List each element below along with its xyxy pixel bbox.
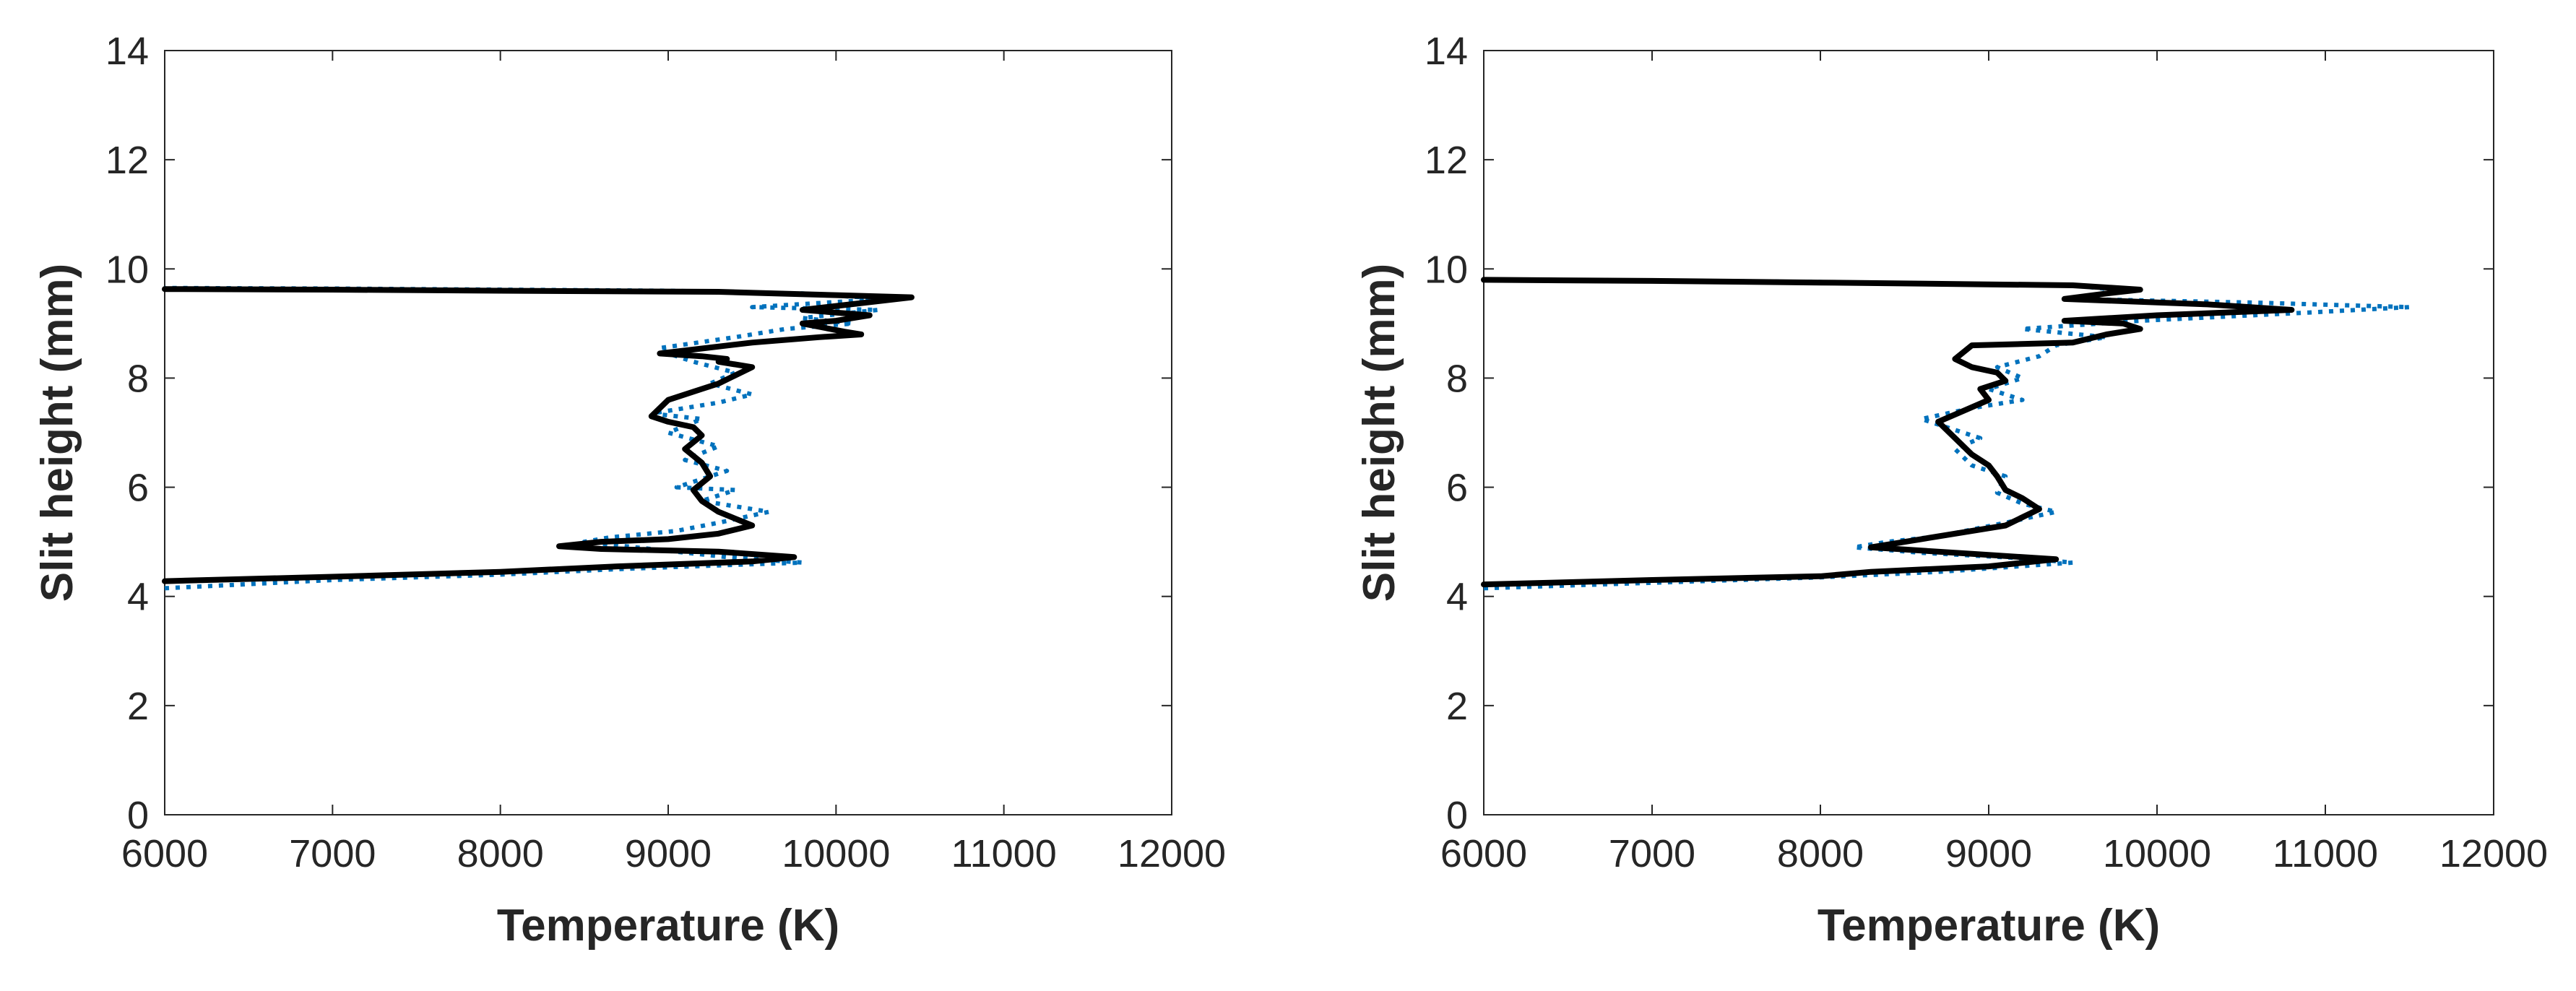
y-tick-label: 6	[127, 467, 149, 510]
x-tick-label: 10000	[2103, 832, 2211, 875]
y-tick-label: 10	[1425, 248, 1468, 291]
y-tick-label: 2	[1446, 685, 1468, 728]
x-tick-label: 12000	[1118, 832, 1226, 875]
x-tick-label: 12000	[2439, 832, 2548, 875]
x-tick-label: 8000	[1777, 832, 1864, 875]
x-tick-label: 7000	[1609, 832, 1695, 875]
y-ticks-left: 0 2 4 6 8 10 12 14	[105, 30, 1172, 837]
x-tick-label: 6000	[1440, 832, 1527, 875]
plot-area-right	[1483, 50, 2494, 815]
y-tick-label: 0	[127, 794, 149, 837]
y-tick-label: 12	[105, 139, 149, 182]
x-tick-label: 6000	[121, 832, 208, 875]
y-tick-label: 8	[127, 357, 149, 400]
y-tick-label: 14	[1425, 30, 1468, 73]
panel-left: 6000 7000 8000 9000 10000 11000 12000 0 2 4 6 8 10 1…	[33, 30, 1226, 951]
y-tick-label: 4	[127, 576, 149, 619]
y-tick-label: 6	[1446, 467, 1468, 510]
x-tick-label: 10000	[782, 832, 890, 875]
y-tick-label: 14	[105, 30, 149, 73]
x-tick-label: 9000	[625, 832, 712, 875]
y-axis-label-right: Slit height (mm)	[1354, 264, 1404, 602]
y-tick-label: 4	[1446, 576, 1468, 619]
plot-area-left	[164, 50, 1172, 815]
x-ticks-left: 6000 7000 8000 9000 10000 11000 12000	[121, 51, 1226, 875]
series-group-left	[162, 285, 915, 591]
x-tick-label: 7000	[289, 832, 376, 875]
x-axis-label-left: Temperature (K)	[497, 901, 839, 951]
y-axis-label-left: Slit height (mm)	[33, 264, 82, 602]
x-axis-label-right: Temperature (K)	[1818, 901, 2160, 951]
series-line-solid	[1481, 277, 2295, 588]
x-ticks-right: 6000 7000 8000 9000 10000 11000 12000	[1440, 51, 2548, 875]
panel-right: 6000 7000 8000 9000 10000 11000 12000 0 2 4 6 8 10 1…	[1354, 30, 2548, 951]
series-line-solid	[162, 286, 915, 584]
y-tick-label: 8	[1446, 357, 1468, 400]
x-tick-label: 11000	[951, 832, 1057, 875]
x-tick-label: 9000	[1945, 832, 2032, 875]
x-tick-label: 11000	[2273, 832, 2378, 875]
y-tick-label: 2	[127, 685, 149, 728]
x-tick-label: 8000	[457, 832, 544, 875]
y-tick-label: 12	[1425, 139, 1468, 182]
y-ticks-right: 0 2 4 6 8 10 12 14	[1425, 30, 2494, 837]
y-tick-label: 0	[1446, 794, 1468, 837]
series-line-dotted	[1483, 277, 2412, 591]
y-tick-label: 10	[105, 248, 149, 291]
series-group-right	[1481, 277, 2412, 591]
